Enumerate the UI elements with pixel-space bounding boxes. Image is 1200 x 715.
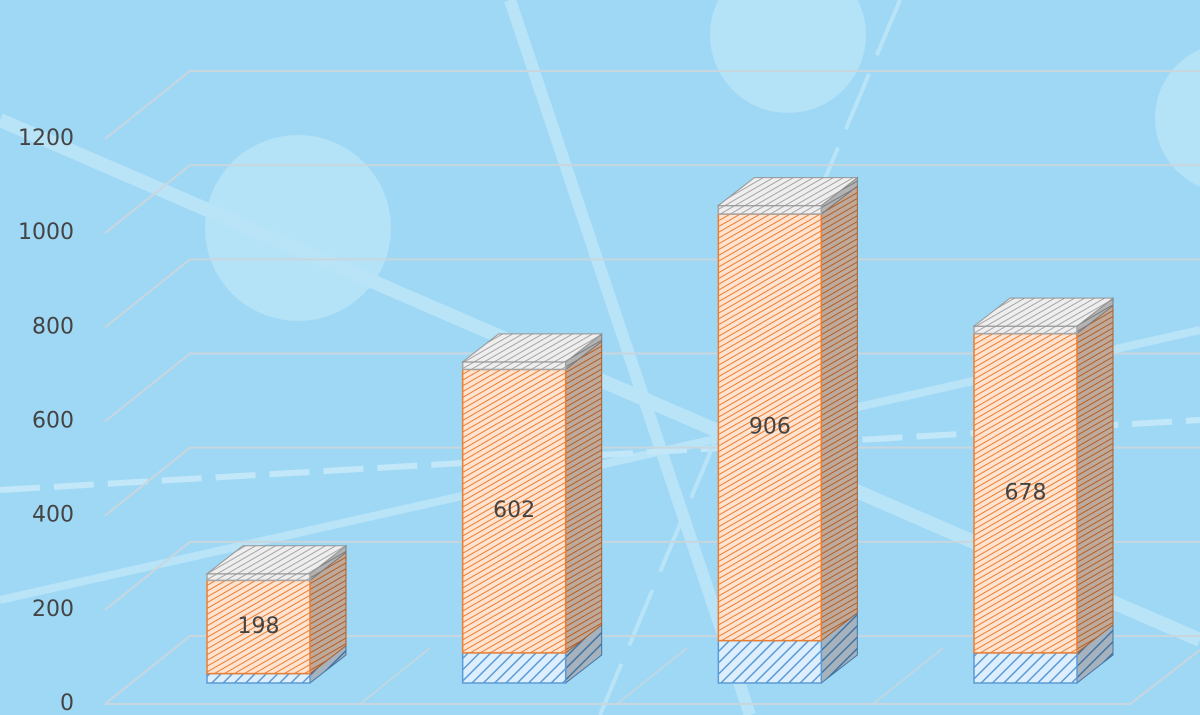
y-tick-label: 600	[32, 409, 74, 434]
floor-separator	[359, 647, 431, 705]
bar-side	[820, 185, 858, 642]
bar-top	[716, 177, 859, 207]
data-label: 906	[749, 414, 791, 439]
bar-side	[565, 340, 603, 654]
y-tick-label: 400	[32, 503, 74, 528]
y-tick-label: 1000	[18, 220, 74, 245]
bar-segment	[973, 332, 1078, 654]
data-label: 198	[238, 614, 280, 639]
grid-line	[104, 164, 1200, 234]
bar-segment	[973, 652, 1078, 684]
bar-segment	[717, 213, 823, 642]
y-tick-label: 800	[32, 314, 74, 339]
grid-line	[104, 446, 1200, 517]
grid-line	[104, 70, 1200, 140]
floor-edge	[105, 649, 1200, 705]
data-label: 602	[493, 498, 535, 523]
grid-line	[104, 352, 1200, 423]
grid-line	[104, 635, 1200, 705]
bar-segment	[206, 672, 311, 684]
bar-segment	[973, 325, 1078, 335]
data-label: 678	[1005, 480, 1047, 505]
bar-segment	[717, 639, 823, 684]
bar-segment	[461, 368, 567, 654]
bar-top	[205, 545, 348, 575]
bar-segment	[717, 204, 823, 215]
bar-segment	[206, 579, 311, 675]
bar-top	[461, 333, 604, 363]
plot: 0 200 400 600 800 1000 1200 198 602 906 678	[18, 70, 1200, 715]
bar-top	[972, 297, 1115, 327]
y-tick-label: 1200	[18, 126, 74, 151]
bar-side	[1076, 304, 1114, 654]
bar-segment	[461, 652, 567, 684]
bar-segment	[206, 573, 311, 582]
bar-segment	[461, 361, 567, 371]
floor-separator	[872, 647, 944, 705]
floor-separator	[616, 647, 688, 705]
y-tick-label: 0	[60, 691, 74, 715]
grid-line	[104, 258, 1200, 329]
grid-line	[104, 540, 1200, 611]
y-tick-label: 200	[32, 597, 74, 622]
